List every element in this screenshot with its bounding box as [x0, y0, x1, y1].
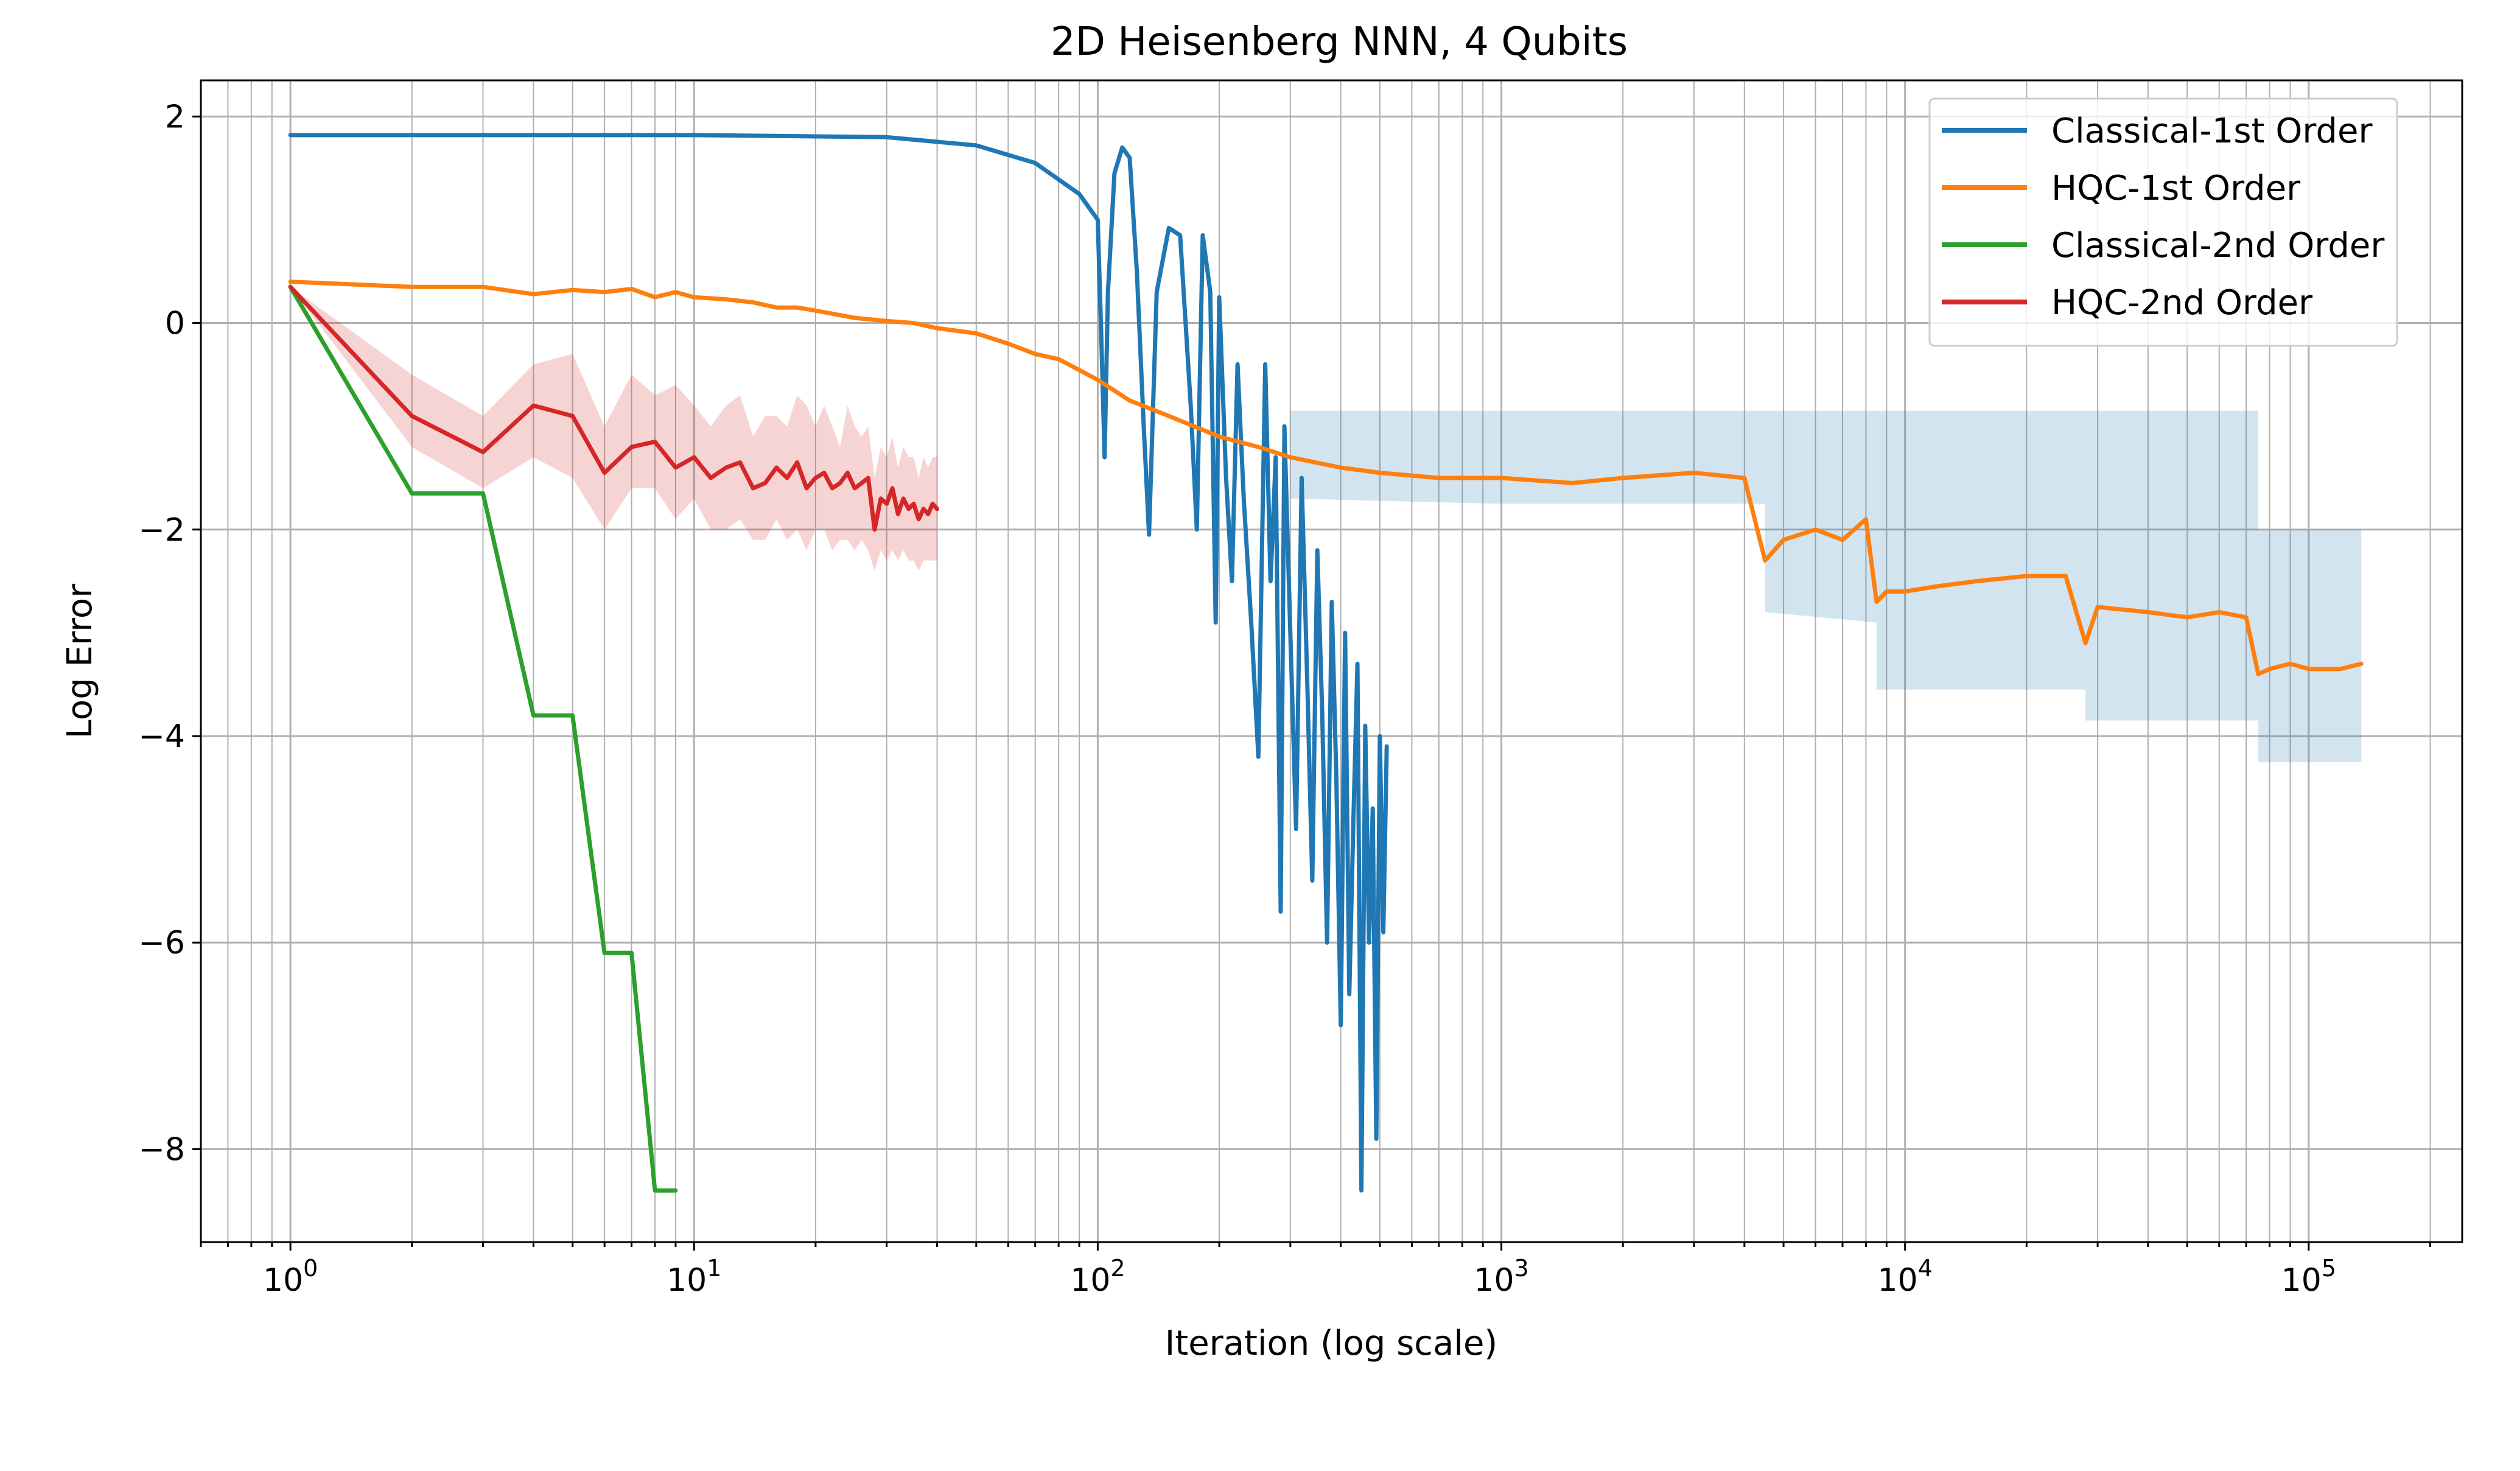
y-tick-label: 2: [165, 99, 185, 135]
y-tick-label: 0: [165, 306, 185, 342]
x-axis-label: Iteration (log scale): [1165, 1324, 1498, 1363]
y-tick-label: −4: [138, 718, 185, 755]
legend-label-classical-1st-order: Classical-1st Order: [2051, 111, 2373, 151]
hqc-2nd-order-line: [288, 284, 939, 532]
legend-label-hqc-2nd-order: HQC-2nd Order: [2051, 283, 2313, 323]
x-tick-label: 103: [1474, 1255, 1528, 1299]
x-tick-label: 105: [2281, 1255, 2336, 1299]
x-tick-label: 102: [1070, 1255, 1125, 1299]
x-tick-label: 100: [263, 1255, 318, 1299]
x-tick-label: 101: [667, 1255, 721, 1299]
legend-box: [1928, 97, 2398, 347]
y-axis-label: Log Error: [60, 583, 100, 739]
x-tick-label: 104: [1878, 1255, 1933, 1299]
hqc-1st-order-line: [288, 279, 2364, 676]
axis-ticks: 100 101 102 103 104 105 2 0 −2 −4 −6 −8: [138, 99, 2431, 1299]
classical-2nd-order-line: [288, 284, 678, 1193]
confidence-bands: [290, 287, 2362, 762]
grid: [200, 80, 2462, 1242]
y-tick-label: −8: [138, 1131, 185, 1168]
classical-1st-order-line: [288, 133, 1389, 1193]
hqc-1st-order-band: [1290, 410, 2362, 762]
legend: Classical-1st Order HQC-1st Order Classica…: [1928, 97, 2398, 347]
y-tick-label: −2: [138, 512, 185, 549]
hqc-2nd-order-band: [290, 287, 937, 571]
series-lines: [288, 133, 2364, 1193]
y-tick-label: −6: [138, 925, 185, 961]
plot-frame: [200, 79, 2463, 1243]
legend-label-hqc-1st-order: HQC-1st Order: [2051, 169, 2301, 208]
legend-label-classical-2nd-order: Classical-2nd Order: [2051, 226, 2385, 265]
chart-title: 2D Heisenberg NNN, 4 Qubits: [1051, 19, 1628, 65]
